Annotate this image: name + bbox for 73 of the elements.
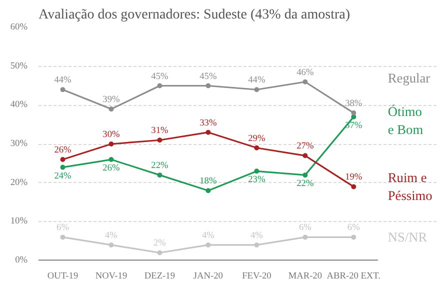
x-tick-label: ABR-20 EXT. xyxy=(326,272,381,282)
point xyxy=(254,145,260,150)
point xyxy=(206,188,211,194)
text: Regular xyxy=(388,70,431,86)
data-label: 44% xyxy=(54,76,72,86)
y-tick-label: 30% xyxy=(10,139,28,149)
data-label: 22% xyxy=(151,161,168,172)
point xyxy=(108,242,114,248)
point xyxy=(60,164,66,170)
data-label: 26% xyxy=(102,164,120,174)
point xyxy=(302,234,308,240)
y-tick-label: 60% xyxy=(10,22,28,32)
data-label: 45% xyxy=(200,72,217,82)
data-label: 46% xyxy=(296,68,314,78)
x-tick-label: NOV-19 xyxy=(95,272,128,282)
data-label: 19% xyxy=(345,172,362,183)
point xyxy=(60,87,66,92)
point xyxy=(302,172,308,178)
point xyxy=(157,138,162,143)
point xyxy=(108,106,114,112)
data-label: 31% xyxy=(151,126,168,136)
point xyxy=(351,184,356,190)
data-label: 23% xyxy=(248,175,266,186)
x-tick-label: MAR-20 xyxy=(288,272,322,282)
text: Ruim e Péssimo xyxy=(388,170,433,204)
data-label: 6% xyxy=(298,223,312,234)
x-tick-label: OUT-19 xyxy=(47,272,78,282)
data-label: 33% xyxy=(200,118,217,128)
data-label: 2% xyxy=(153,238,166,249)
data-label: 24% xyxy=(54,171,72,182)
point xyxy=(108,142,114,146)
point xyxy=(60,234,66,240)
text: NS/NR xyxy=(388,230,428,245)
data-label: 29% xyxy=(248,134,266,144)
data-label: 38% xyxy=(345,98,362,109)
point xyxy=(206,130,211,135)
data-label: 18% xyxy=(200,176,217,187)
point xyxy=(254,168,260,174)
point xyxy=(206,83,211,88)
point xyxy=(108,157,114,162)
point xyxy=(60,157,66,162)
y-tick-label: 0% xyxy=(15,256,28,266)
data-label: 39% xyxy=(102,95,120,106)
point xyxy=(254,87,260,92)
data-label: 44% xyxy=(248,76,266,86)
y-tick-label: 40% xyxy=(10,100,28,110)
data-label: 27% xyxy=(296,142,314,152)
point xyxy=(351,110,356,116)
point xyxy=(351,234,356,240)
point xyxy=(157,172,162,178)
data-label: 6% xyxy=(347,223,360,234)
point xyxy=(302,79,308,84)
point xyxy=(157,83,162,88)
point xyxy=(206,242,211,248)
point xyxy=(302,153,308,158)
data-label: 26% xyxy=(54,146,72,156)
text: Ótimo e Bom xyxy=(388,104,424,138)
data-label: 45% xyxy=(151,72,168,82)
data-label: 4% xyxy=(105,230,118,241)
y-tick-label: 10% xyxy=(10,216,28,227)
data-label: 6% xyxy=(56,223,70,234)
chart-title: Avaliação dos governadores: Sudeste (43% da amostra) xyxy=(38,8,350,22)
y-tick-label: 20% xyxy=(10,178,28,188)
data-label: 4% xyxy=(250,230,264,241)
point xyxy=(157,250,162,256)
x-tick-label: FEV-20 xyxy=(242,272,272,282)
x-tick-label: DEZ-19 xyxy=(144,272,176,282)
data-label: 4% xyxy=(202,230,215,241)
y-tick-label: 50% xyxy=(10,61,28,72)
x-tick-label: JAN-20 xyxy=(193,272,224,282)
point xyxy=(254,242,260,248)
data-label: 22% xyxy=(296,179,314,190)
data-label: 30% xyxy=(102,130,120,140)
